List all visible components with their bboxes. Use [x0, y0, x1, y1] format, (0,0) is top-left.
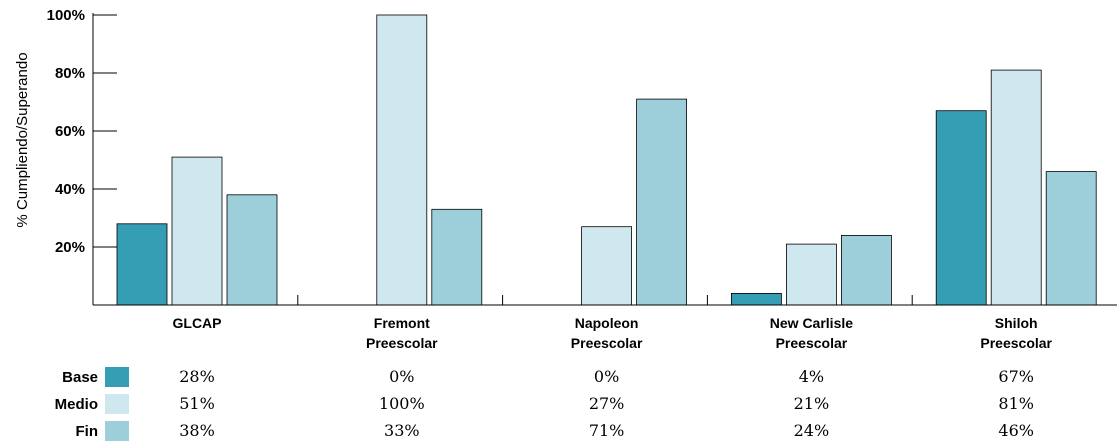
y-tick-label: 40%	[55, 181, 85, 198]
y-tick-label: 60%	[55, 123, 85, 140]
y-tick-label: 80%	[55, 65, 85, 82]
bar-medio-1	[376, 14, 428, 306]
data-table: Base 28% 0% 0% 4% 67% Medio 51% 100% 27% 21% 81% Fin…	[55, 367, 1034, 441]
legend-swatch-base	[105, 367, 129, 387]
table-value-medio: 51%	[179, 394, 215, 413]
table-value-fin: 24%	[794, 421, 830, 440]
legend-label-base: Base	[62, 369, 98, 386]
x-category-label: Napoleon	[575, 315, 639, 331]
bar-fin-2	[636, 98, 687, 306]
bar-medio-0	[171, 156, 223, 306]
table-value-base: 0%	[594, 367, 619, 386]
bar-fin-4	[1045, 171, 1097, 306]
bar-medio-2	[581, 226, 632, 306]
table-value-base: 0%	[389, 367, 414, 386]
bar-base-3	[731, 292, 782, 306]
table-value-fin: 33%	[384, 421, 420, 440]
table-value-medio: 27%	[589, 394, 625, 413]
legend-swatch-fin	[105, 421, 129, 441]
table-value-base: 28%	[179, 367, 215, 386]
bars	[116, 14, 1097, 306]
x-category-label: Preescolar	[980, 335, 1052, 351]
legend-label-fin: Fin	[76, 423, 99, 440]
x-category-label: New Carlisle	[770, 315, 853, 331]
bar-medio-4	[990, 69, 1042, 306]
x-category-label: Shiloh	[995, 315, 1038, 331]
x-category-label: Preescolar	[571, 335, 643, 351]
table-value-medio: 81%	[998, 394, 1034, 413]
x-category-label: Preescolar	[366, 335, 438, 351]
bar-medio-3	[786, 243, 837, 306]
table-value-medio: 21%	[794, 394, 830, 413]
bar-base-0	[116, 223, 168, 306]
table-value-fin: 46%	[998, 421, 1034, 440]
table-value-base: 4%	[799, 367, 824, 386]
x-category-label: GLCAP	[173, 315, 222, 331]
y-axis-title: % Cumpliendo/Superando	[14, 52, 31, 227]
bar-base-4	[935, 110, 987, 306]
legend-swatch-medio	[105, 394, 129, 414]
x-category-label: Fremont	[374, 315, 430, 331]
bar-fin-3	[841, 234, 892, 306]
table-value-fin: 71%	[589, 421, 625, 440]
table-value-fin: 38%	[179, 421, 215, 440]
bar-fin-0	[226, 194, 278, 306]
legend-label-medio: Medio	[55, 396, 98, 413]
bar-fin-1	[431, 208, 483, 306]
x-axis: GLCAP Fremont Preescolar Napoleon Preescolar…	[93, 295, 1117, 351]
y-tick-label: 20%	[55, 239, 85, 256]
y-axis: 20% 40% 60% 80% 100% % Cumpliendo/Superando	[14, 7, 117, 305]
table-value-base: 67%	[998, 367, 1034, 386]
table-value-medio: 100%	[379, 394, 425, 413]
y-tick-label: 100%	[47, 7, 85, 24]
x-category-label: Preescolar	[776, 335, 848, 351]
